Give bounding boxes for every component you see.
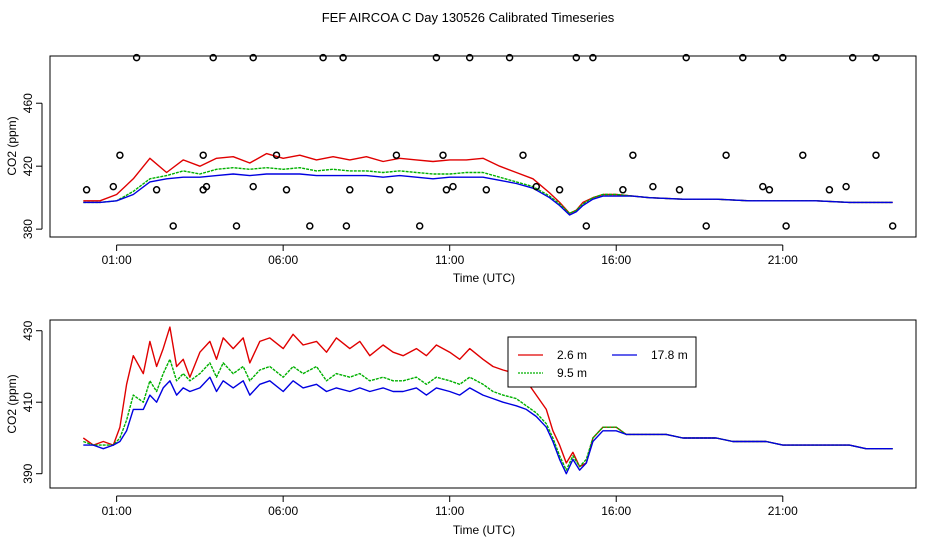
calibration-point xyxy=(482,186,491,194)
calibration-point xyxy=(282,186,291,194)
x-tick-label: 21:00 xyxy=(768,253,798,267)
calibration-point xyxy=(319,53,327,62)
figure-title: FEF AIRCOA C Day 130526 Calibrated Times… xyxy=(322,10,615,25)
y-tick-label: 460 xyxy=(21,93,35,113)
calibration-point xyxy=(152,186,161,194)
calibration-point xyxy=(739,53,747,62)
calibration-point xyxy=(232,222,241,230)
calibration-point xyxy=(392,151,401,159)
calibration-point xyxy=(582,222,591,230)
calibration-point xyxy=(432,53,441,62)
calibration-point xyxy=(848,53,857,62)
x-tick-label: 16:00 xyxy=(601,253,631,267)
upper-plot-frame xyxy=(49,55,917,238)
series-line-9-5-m xyxy=(83,358,893,471)
y-tick-label: 430 xyxy=(21,320,35,340)
calibration-point xyxy=(825,186,834,194)
calibration-point xyxy=(199,151,207,159)
calibration-point xyxy=(555,186,564,194)
x-tick-label: 06:00 xyxy=(268,253,298,267)
calibration-point xyxy=(342,222,351,230)
y-tick-label: 410 xyxy=(21,392,35,412)
calibration-point xyxy=(209,53,217,62)
calibration-point xyxy=(779,53,787,62)
calibration-point xyxy=(116,151,124,159)
calibration-point xyxy=(629,151,637,159)
x-tick-label: 11:00 xyxy=(435,504,464,518)
x-tick-label: 01:00 xyxy=(102,504,132,518)
calibration-point xyxy=(339,53,347,62)
series-line-9-5-m xyxy=(83,167,893,215)
calibration-point xyxy=(782,222,790,230)
y-tick-label: 390 xyxy=(21,463,35,483)
calibration-point xyxy=(649,182,657,191)
x-tick-label: 01:00 xyxy=(102,253,132,267)
calibration-point xyxy=(415,222,424,230)
calibration-point xyxy=(888,222,897,230)
calibration-point xyxy=(449,182,457,191)
legend-label-17-8m: 17.8 m xyxy=(651,348,688,362)
calibration-point xyxy=(572,53,581,62)
calibration-point xyxy=(465,53,474,62)
calibration-point xyxy=(109,182,118,191)
calibration-point xyxy=(872,151,880,159)
calibration-point xyxy=(199,186,207,194)
calibration-point xyxy=(272,151,281,159)
calibration-point xyxy=(675,186,684,194)
x-tick-label: 16:00 xyxy=(601,504,631,518)
y-tick-label: 420 xyxy=(21,156,35,176)
calibration-point xyxy=(532,182,541,191)
lower-panel: 01:00 06:00 11:00 16:00 21:00 390 410 430 Time … xyxy=(5,319,917,537)
upper-x-axis-label: Time (UTC) xyxy=(453,271,515,285)
x-tick-label: 06:00 xyxy=(268,504,298,518)
legend: 2.6 m 17.8 m 9.5 m xyxy=(507,336,697,388)
calibration-point xyxy=(132,53,141,62)
calibration-point xyxy=(759,182,767,191)
calibration-point xyxy=(346,186,354,194)
calibration-point xyxy=(799,151,807,159)
calibration-point xyxy=(249,182,257,191)
x-tick-label: 11:00 xyxy=(435,253,464,267)
calibration-point xyxy=(682,53,690,62)
series-line-17-8-m xyxy=(83,173,893,216)
calibration-point xyxy=(82,186,91,194)
lower-y-axis-label: CO2 (ppm) xyxy=(5,374,19,433)
upper-panel: 01:00 06:00 11:00 16:00 21:00 380 420 460 Time … xyxy=(5,53,917,285)
calibration-point xyxy=(249,53,257,62)
legend-box xyxy=(507,336,697,388)
calibration-point xyxy=(842,182,850,191)
calibration-point xyxy=(589,53,597,62)
calibration-point xyxy=(505,53,514,62)
x-tick-label: 21:00 xyxy=(768,504,798,518)
legend-label-2-6m: 2.6 m xyxy=(557,348,587,362)
calibration-point xyxy=(306,222,314,230)
calibration-point xyxy=(519,151,527,159)
series-line-17-8-m xyxy=(83,376,893,475)
calibration-point xyxy=(702,222,710,230)
calibration-point xyxy=(169,222,177,230)
calibration-point xyxy=(765,186,774,194)
calibration-point xyxy=(385,186,394,194)
calibration-point xyxy=(619,186,627,194)
upper-y-axis-label: CO2 (ppm) xyxy=(5,116,19,175)
y-tick-label: 380 xyxy=(21,219,35,239)
calibration-point xyxy=(439,151,447,159)
calibration-point xyxy=(442,186,451,194)
lower-x-axis-label: Time (UTC) xyxy=(453,523,515,537)
calibration-point xyxy=(722,151,730,159)
lower-plot-frame xyxy=(49,319,917,489)
legend-label-9-5m: 9.5 m xyxy=(557,366,587,380)
calibration-point xyxy=(872,53,880,62)
